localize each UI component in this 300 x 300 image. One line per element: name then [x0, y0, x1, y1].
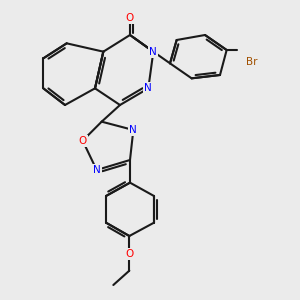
Text: N: N: [145, 83, 152, 93]
Text: N: N: [149, 47, 157, 57]
Text: N: N: [93, 165, 101, 175]
Text: O: O: [79, 136, 87, 146]
Text: O: O: [126, 13, 134, 23]
Text: Br: Br: [246, 57, 257, 67]
Text: N: N: [130, 125, 137, 135]
Text: O: O: [125, 249, 134, 259]
